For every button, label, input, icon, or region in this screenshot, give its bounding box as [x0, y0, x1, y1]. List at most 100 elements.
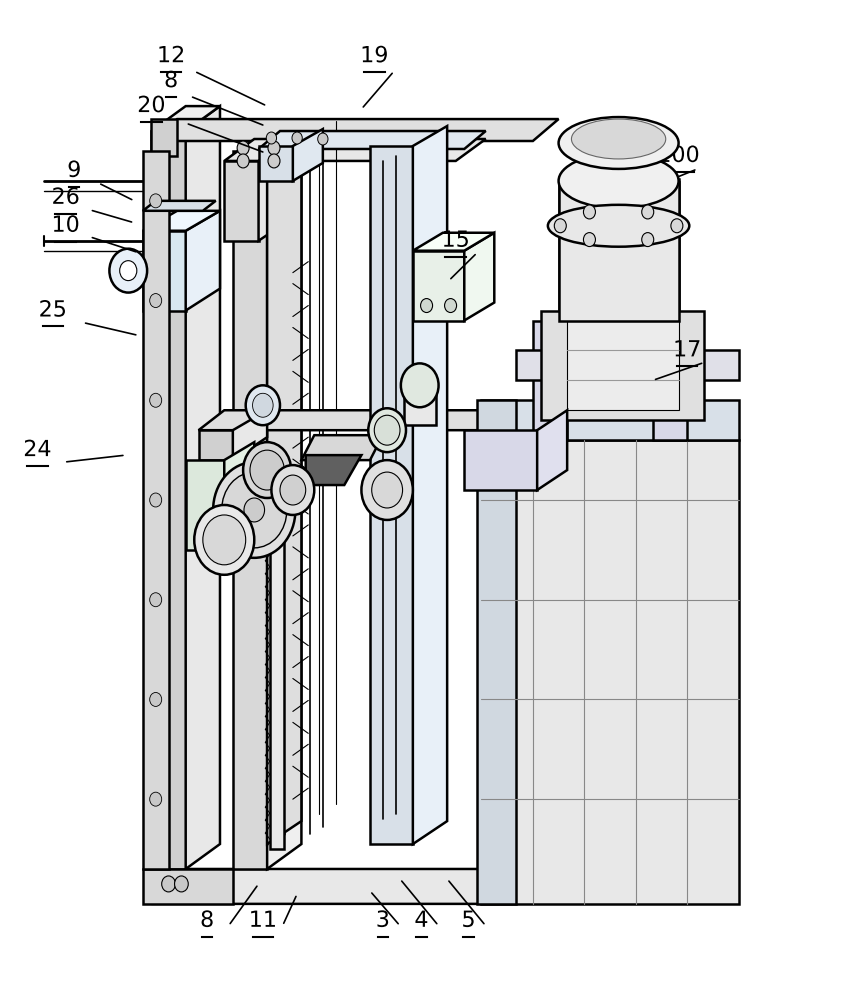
- Polygon shape: [151, 869, 533, 904]
- Circle shape: [374, 415, 400, 445]
- Circle shape: [642, 233, 654, 247]
- Ellipse shape: [548, 205, 690, 247]
- Circle shape: [150, 593, 162, 607]
- Polygon shape: [143, 869, 233, 904]
- Circle shape: [445, 299, 457, 313]
- Polygon shape: [151, 106, 220, 131]
- Circle shape: [272, 465, 314, 515]
- Polygon shape: [413, 126, 447, 844]
- Circle shape: [583, 205, 595, 219]
- Polygon shape: [224, 161, 259, 241]
- Text: 4: 4: [415, 911, 428, 931]
- Polygon shape: [259, 139, 293, 241]
- Circle shape: [175, 876, 188, 892]
- Polygon shape: [233, 410, 267, 460]
- Text: 19: 19: [360, 46, 389, 66]
- Text: 25: 25: [39, 300, 67, 320]
- Text: 3: 3: [376, 911, 390, 931]
- Text: 11: 11: [249, 911, 277, 931]
- Circle shape: [150, 493, 162, 507]
- Circle shape: [109, 249, 147, 293]
- Polygon shape: [293, 129, 322, 181]
- Polygon shape: [186, 211, 220, 311]
- Text: 12: 12: [157, 46, 185, 66]
- Text: 8: 8: [200, 911, 214, 931]
- Circle shape: [194, 505, 255, 575]
- Text: 15: 15: [441, 231, 470, 251]
- Text: 100: 100: [657, 146, 700, 166]
- Circle shape: [246, 385, 280, 425]
- Polygon shape: [270, 460, 285, 849]
- Polygon shape: [199, 410, 525, 430]
- Polygon shape: [199, 430, 233, 460]
- Polygon shape: [233, 151, 267, 869]
- Polygon shape: [186, 460, 224, 550]
- Polygon shape: [464, 233, 494, 320]
- Polygon shape: [267, 129, 301, 869]
- Circle shape: [555, 219, 566, 233]
- Circle shape: [421, 299, 433, 313]
- Circle shape: [642, 205, 654, 219]
- Polygon shape: [542, 311, 704, 420]
- Circle shape: [317, 133, 328, 145]
- Text: 9: 9: [67, 161, 82, 181]
- Polygon shape: [151, 131, 186, 869]
- Circle shape: [162, 876, 175, 892]
- Circle shape: [583, 233, 595, 247]
- Circle shape: [244, 498, 265, 522]
- Polygon shape: [533, 320, 567, 440]
- Polygon shape: [305, 455, 361, 485]
- Circle shape: [237, 141, 249, 155]
- Polygon shape: [143, 231, 186, 311]
- Text: 5: 5: [462, 911, 476, 931]
- Circle shape: [150, 792, 162, 806]
- Circle shape: [120, 261, 137, 281]
- Circle shape: [243, 442, 292, 498]
- Ellipse shape: [559, 117, 679, 169]
- Circle shape: [237, 154, 249, 168]
- Polygon shape: [516, 350, 739, 380]
- Polygon shape: [186, 106, 220, 869]
- Polygon shape: [143, 211, 220, 231]
- Circle shape: [150, 194, 162, 208]
- Circle shape: [250, 450, 285, 490]
- Circle shape: [292, 132, 302, 144]
- Circle shape: [361, 460, 413, 520]
- Circle shape: [213, 462, 296, 558]
- Circle shape: [280, 475, 305, 505]
- Text: 24: 24: [23, 440, 52, 460]
- Polygon shape: [224, 442, 255, 550]
- Text: 26: 26: [52, 188, 80, 208]
- Text: 20: 20: [138, 96, 166, 116]
- Circle shape: [150, 692, 162, 706]
- Circle shape: [368, 408, 406, 452]
- Polygon shape: [404, 385, 436, 425]
- Polygon shape: [413, 233, 494, 251]
- Polygon shape: [259, 131, 486, 149]
- Polygon shape: [482, 440, 739, 904]
- Polygon shape: [538, 410, 567, 490]
- Polygon shape: [559, 179, 679, 320]
- Circle shape: [671, 219, 683, 233]
- Polygon shape: [477, 400, 516, 904]
- Circle shape: [150, 393, 162, 407]
- Circle shape: [253, 393, 273, 417]
- Polygon shape: [413, 251, 464, 320]
- Polygon shape: [301, 435, 383, 460]
- Circle shape: [372, 472, 402, 508]
- Circle shape: [222, 472, 287, 548]
- Text: 17: 17: [673, 340, 701, 360]
- Polygon shape: [151, 119, 559, 141]
- Polygon shape: [224, 139, 486, 161]
- Circle shape: [203, 515, 246, 565]
- Circle shape: [268, 154, 280, 168]
- Polygon shape: [143, 151, 169, 869]
- Polygon shape: [370, 146, 413, 844]
- Polygon shape: [567, 320, 679, 410]
- Ellipse shape: [571, 119, 666, 159]
- Polygon shape: [653, 320, 687, 440]
- Polygon shape: [482, 400, 739, 440]
- Polygon shape: [259, 146, 293, 181]
- Polygon shape: [267, 143, 301, 844]
- Polygon shape: [464, 430, 538, 490]
